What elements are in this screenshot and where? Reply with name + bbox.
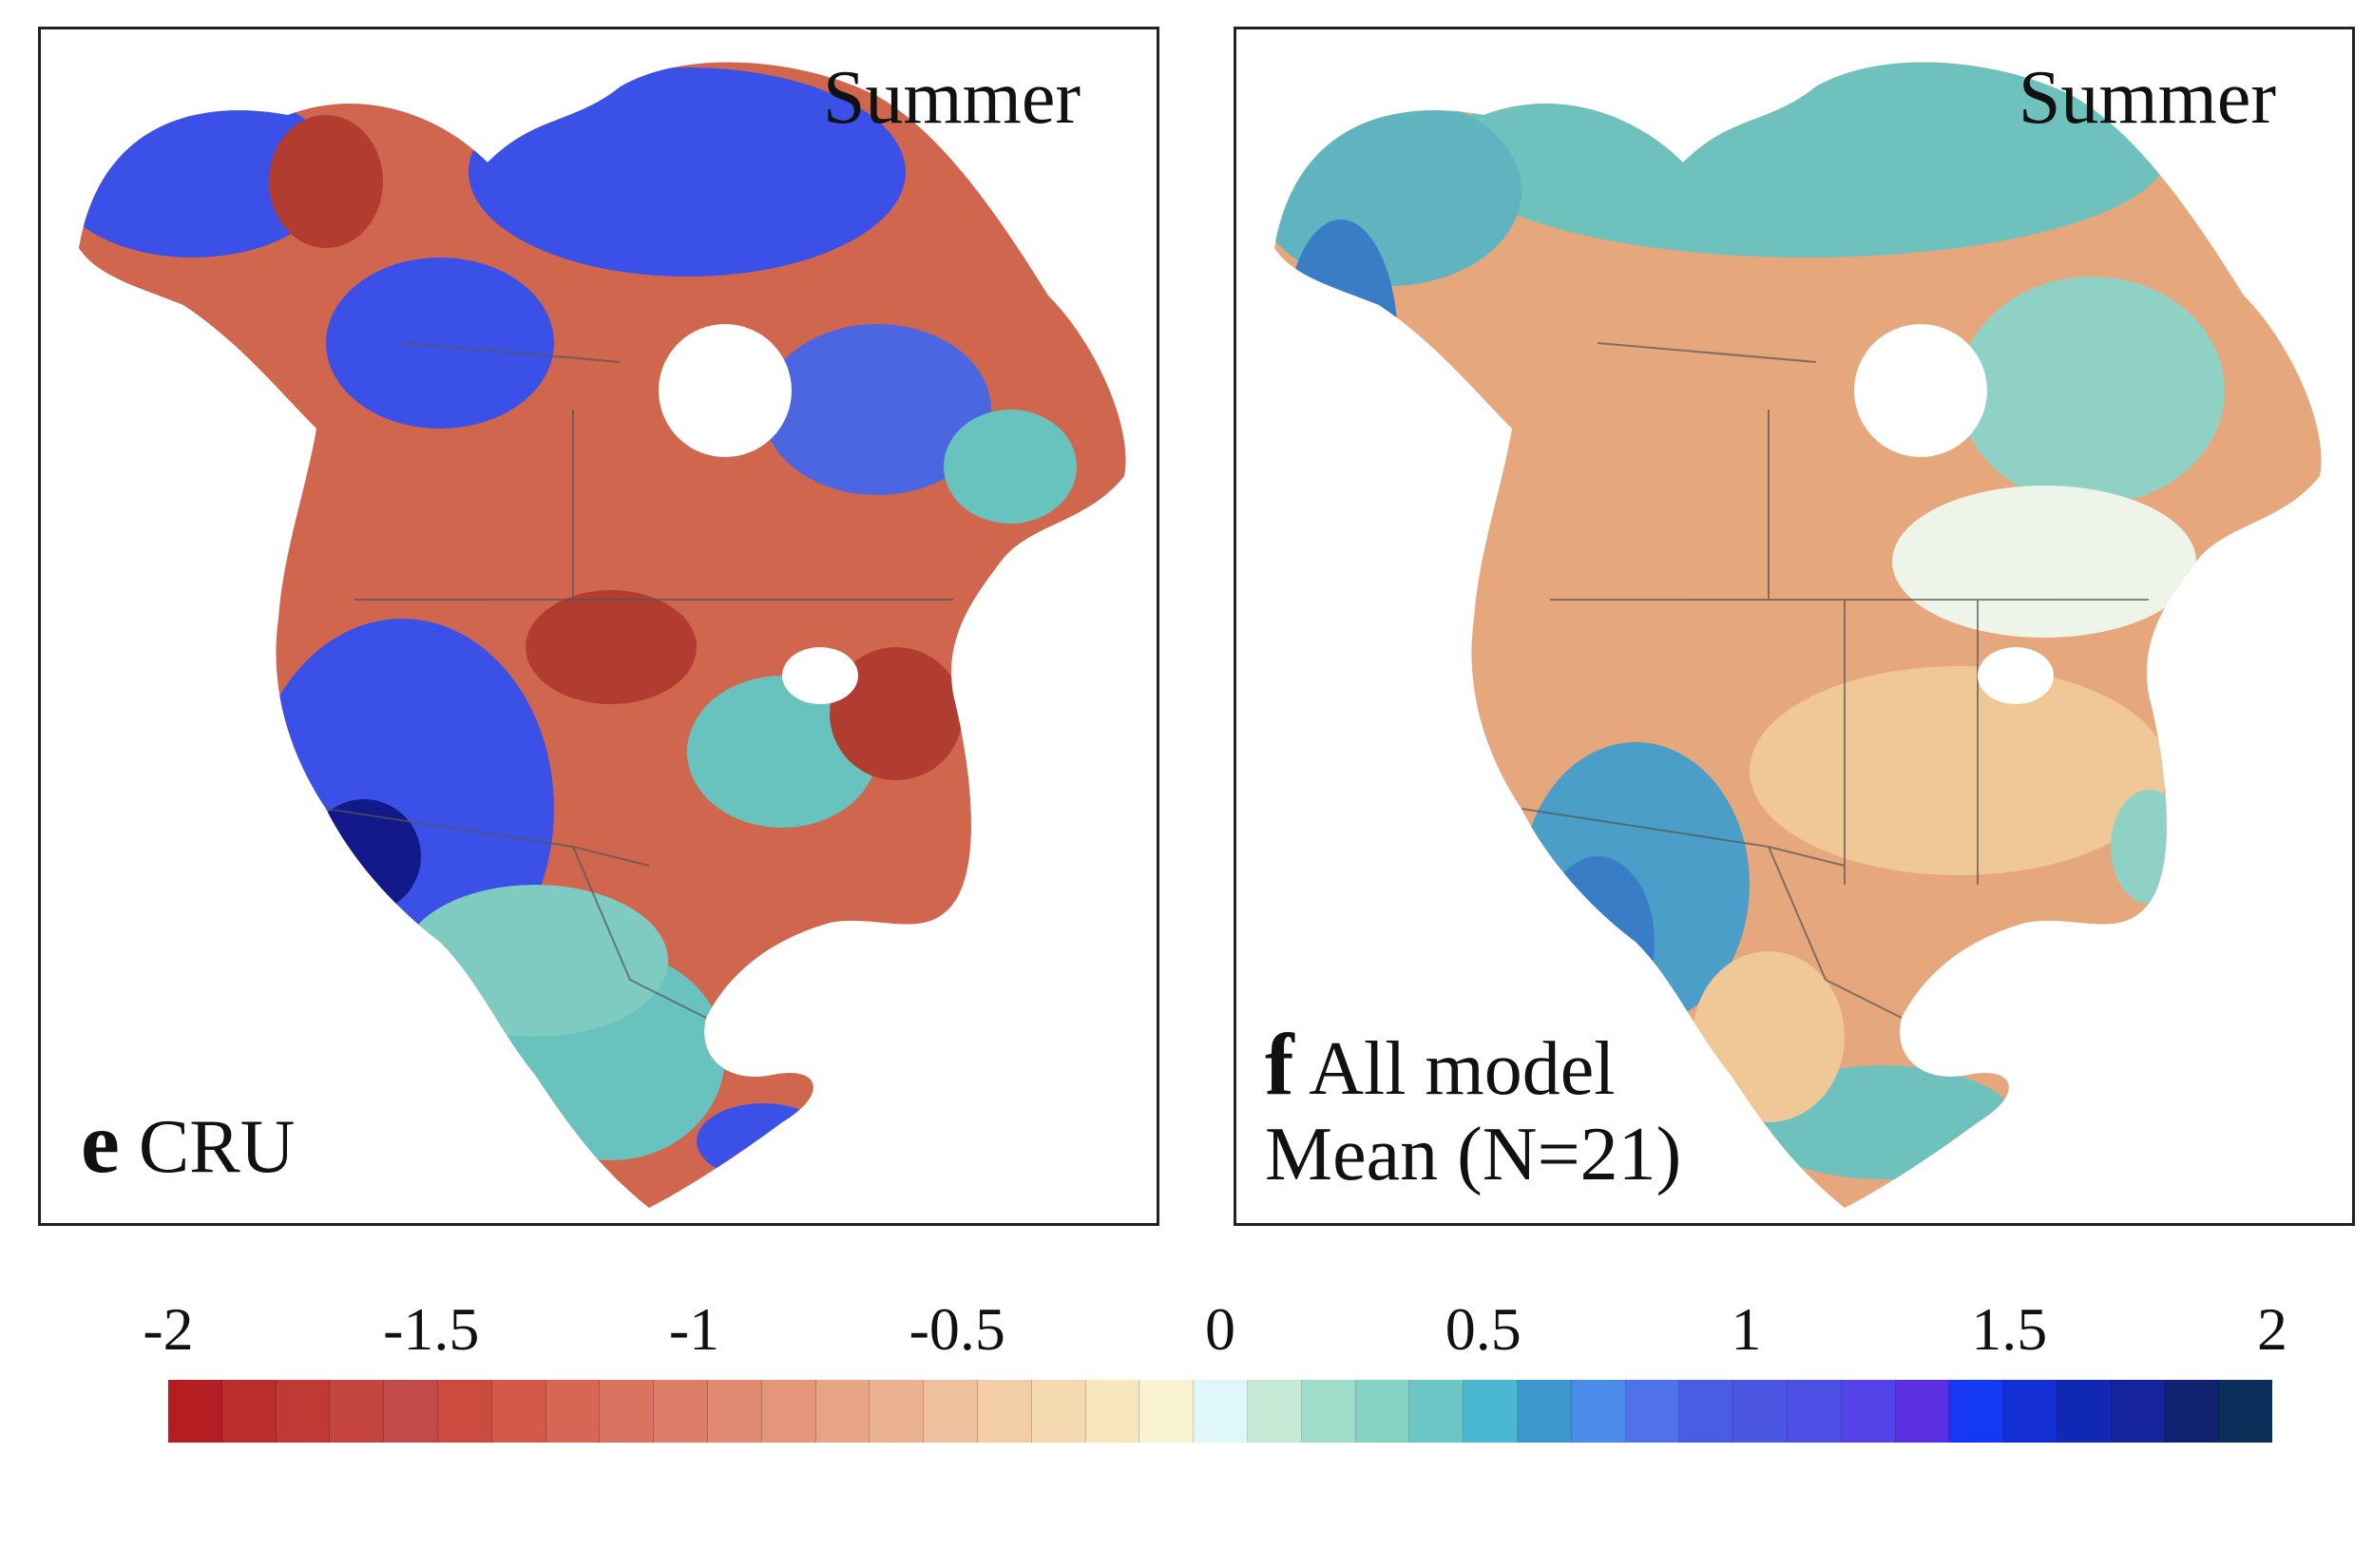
colorbar-swatch xyxy=(815,1380,871,1443)
colorbar-tick: 0.5 xyxy=(1445,1295,1521,1363)
colorbar-swatch xyxy=(1301,1380,1356,1443)
colorbar-swatch xyxy=(2219,1380,2273,1443)
season-label: Summer xyxy=(822,56,1081,140)
colorbar-swatch xyxy=(924,1380,978,1443)
map-panel-model-mean: Summer f All model Mean (N=21) xyxy=(1234,27,2355,1226)
colorbar-swatch xyxy=(2003,1380,2057,1443)
colorbar-swatch xyxy=(1517,1380,1572,1443)
colorbar-swatch xyxy=(1031,1380,1086,1443)
hudson-bay xyxy=(659,324,792,457)
panel-letter: f xyxy=(1265,1015,1294,1113)
panel-label-e: e CRU xyxy=(81,1093,296,1191)
colorbar-swatch xyxy=(1247,1380,1302,1443)
season-label: Summer xyxy=(2018,56,2276,140)
colorbar-swatch xyxy=(1787,1380,1842,1443)
colorbar-tick: 1 xyxy=(1731,1295,1762,1363)
colorbar-swatch xyxy=(221,1380,277,1443)
colorbar-swatch xyxy=(1733,1380,1788,1443)
colorbar-swatch xyxy=(600,1380,655,1443)
colorbar xyxy=(168,1380,2273,1443)
colorbar-tick: 0 xyxy=(1205,1295,1235,1363)
colorbar-swatch xyxy=(1625,1380,1680,1443)
hudson-bay xyxy=(1854,324,1987,457)
colorbar-swatch xyxy=(977,1380,1032,1443)
model-mean-precipitation-map xyxy=(1274,62,2322,1209)
colorbar-tick: -2 xyxy=(143,1295,194,1363)
colorbar-swatch xyxy=(2111,1380,2166,1443)
colorbar-swatch xyxy=(168,1380,222,1443)
colorbar-swatch xyxy=(2165,1380,2220,1443)
colorbar-tick: 1.5 xyxy=(1971,1295,2048,1363)
map-panel-cru: Summer e CRU xyxy=(38,27,1159,1226)
colorbar-swatch xyxy=(1679,1380,1734,1443)
panel-source-line-2: Mean (N=21) xyxy=(1265,1113,1682,1196)
great-lakes xyxy=(1978,647,2054,704)
colorbar-swatch xyxy=(1355,1380,1410,1443)
colorbar-swatch xyxy=(276,1380,331,1443)
colorbar-swatch xyxy=(2057,1380,2112,1443)
colorbar-swatch xyxy=(437,1380,492,1443)
colorbar-tick: -1.5 xyxy=(383,1295,480,1363)
colorbar-tick: -0.5 xyxy=(909,1295,1005,1363)
panel-letter: e xyxy=(81,1093,120,1191)
colorbar-swatch xyxy=(707,1380,762,1443)
colorbar-tick: -1 xyxy=(668,1295,720,1363)
cru-precipitation-map xyxy=(79,62,1126,1209)
great-lakes xyxy=(782,647,858,704)
colorbar-swatch xyxy=(761,1380,816,1443)
colorbar-swatch xyxy=(1194,1380,1248,1443)
colorbar-swatch xyxy=(870,1380,925,1443)
colorbar-swatch xyxy=(1464,1380,1518,1443)
panel-source: CRU xyxy=(138,1104,296,1189)
panel-label-f: f All model Mean (N=21) xyxy=(1265,1015,1682,1196)
colorbar-swatch xyxy=(384,1380,438,1443)
colorbar-swatch xyxy=(1841,1380,1896,1443)
colorbar-swatch xyxy=(330,1380,385,1443)
colorbar-swatch xyxy=(491,1380,546,1443)
colorbar-swatch xyxy=(1139,1380,1195,1443)
colorbar-tick-labels: -2 -1.5 -1 -0.5 0 0.5 1 1.5 2 xyxy=(0,1294,2373,1380)
colorbar-swatch xyxy=(1571,1380,1626,1443)
colorbar-swatch xyxy=(1949,1380,2004,1443)
colorbar-swatch xyxy=(1085,1380,1140,1443)
colorbar-swatch xyxy=(654,1380,708,1443)
panel-source-line-1: All model xyxy=(1309,1026,1616,1111)
colorbar-swatch xyxy=(1895,1380,1950,1443)
colorbar-tick: 2 xyxy=(2257,1295,2287,1363)
colorbar-swatch xyxy=(545,1380,601,1443)
colorbar-swatch xyxy=(1409,1380,1464,1443)
